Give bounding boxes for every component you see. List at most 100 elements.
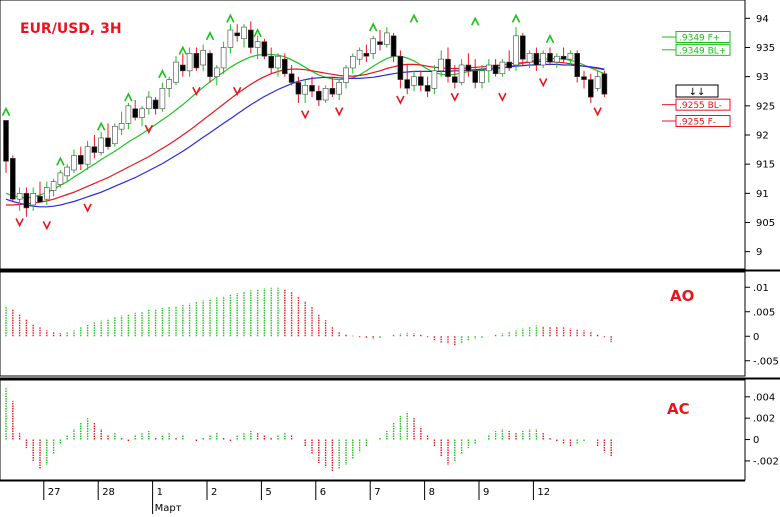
fractal-up-marker — [56, 156, 65, 166]
chart-title: EUR/USD, 3H — [20, 21, 122, 37]
candle-body — [567, 53, 574, 60]
signal-arrow-text: ↓↓ — [689, 87, 706, 98]
candle-body — [268, 55, 275, 69]
ac-panel-frame — [0, 379, 746, 481]
main-y-tick-label: 92 — [756, 131, 769, 142]
candle-body — [383, 32, 390, 45]
candle-body — [220, 47, 227, 69]
candle-body — [404, 79, 411, 89]
candle-body — [30, 193, 37, 206]
candle-body — [438, 58, 445, 72]
candle-body — [234, 32, 240, 37]
main-y-tick-label: 915 — [756, 160, 775, 171]
candle-body — [587, 79, 594, 98]
candle-body — [166, 79, 172, 89]
candle-body — [295, 82, 302, 95]
candle-body — [390, 35, 397, 57]
ao-panel: -.005 0 .005 .01 — [0, 271, 780, 380]
x-axis-month-label: Март — [155, 503, 182, 514]
candle-body — [329, 88, 336, 95]
candle-body — [574, 53, 581, 77]
candle-body — [506, 61, 513, 69]
main-y-tick-label: 94 — [756, 14, 769, 25]
fractal-down-marker — [300, 110, 310, 120]
ac-y-tick-label: .004 — [753, 392, 775, 403]
candle-body — [98, 137, 104, 153]
ao-label: AO — [670, 287, 694, 305]
candle-body — [200, 50, 206, 66]
candle-body — [458, 64, 465, 83]
x-axis-label: 8 — [429, 487, 435, 498]
candle-body — [594, 76, 601, 89]
candle-body — [152, 99, 159, 110]
candle-body — [499, 61, 506, 75]
candle-body — [50, 181, 57, 191]
candle-body — [465, 64, 472, 72]
fractal-down-marker — [334, 107, 344, 117]
fractal-down-marker — [396, 95, 405, 105]
main-y-tick-label: 93 — [756, 72, 769, 83]
candle-body — [159, 88, 166, 110]
candle-body — [118, 123, 125, 130]
candle-body — [601, 73, 608, 95]
ac-panel: -.002 0 .002 .004 — [0, 379, 779, 481]
candle-body — [241, 26, 247, 40]
ao-y-tick-label: -.005 — [753, 356, 779, 367]
candle-body — [3, 120, 9, 162]
candle-body — [479, 70, 485, 83]
candle-body — [288, 73, 295, 83]
ac-y-tick-label: 0 — [753, 435, 759, 446]
candle-body — [526, 53, 533, 63]
candle-body — [553, 55, 560, 63]
candle-body — [173, 61, 179, 83]
candle-body — [547, 53, 553, 63]
fractal-down-marker — [83, 203, 92, 213]
fractal-down-marker — [15, 218, 24, 228]
ao-y-tick-label: .005 — [753, 307, 775, 318]
x-axis-label: 6 — [320, 487, 326, 498]
candle-body — [451, 76, 458, 83]
x-axis-label: 7 — [374, 487, 380, 498]
x-axis-label: 1 — [157, 487, 163, 498]
candle-body — [261, 41, 268, 57]
fractal-up-marker — [253, 28, 262, 38]
ao-y-tick-label: 0 — [753, 332, 759, 343]
candle-body — [125, 105, 132, 124]
main-price-panel: 9 905 91 915 92 925 93 935 94 ↓↓ .9349 F+ .9349 BL+… — [0, 0, 780, 272]
x-axis-label: 5 — [265, 487, 271, 498]
price-tag-box — [675, 43, 731, 56]
fractal-down-marker — [450, 92, 460, 102]
fractal-down-marker — [42, 221, 52, 231]
candle-body — [186, 53, 193, 72]
candle-body — [492, 64, 499, 75]
candle-body — [363, 53, 370, 57]
candle-body — [57, 172, 64, 185]
candle-body — [485, 64, 492, 72]
ac-y-tick-label: .002 — [753, 414, 775, 425]
candle-body — [227, 29, 234, 48]
fractal-down-marker — [498, 92, 507, 102]
candle-body — [275, 55, 281, 69]
ac-label: AC — [667, 400, 690, 418]
candle-body — [397, 55, 404, 80]
fractal-up-marker — [545, 33, 555, 44]
candle-body — [411, 76, 417, 86]
fractal-up-marker — [205, 31, 215, 41]
fractal-up-marker — [96, 121, 106, 131]
ac-y-tick-label: -.002 — [753, 456, 779, 467]
candle-body — [146, 96, 152, 110]
candle-body — [214, 67, 220, 77]
price-tag-label: .9349 F+ — [679, 34, 720, 44]
candle-body — [105, 137, 111, 147]
candle-body — [84, 146, 91, 165]
fractal-up-marker — [470, 16, 480, 26]
candle-body — [132, 108, 138, 118]
candle-body — [424, 85, 431, 92]
candle-body — [315, 90, 322, 101]
candle-body — [23, 193, 30, 209]
x-axis-label: 27 — [48, 487, 61, 498]
candle-body — [519, 35, 526, 60]
